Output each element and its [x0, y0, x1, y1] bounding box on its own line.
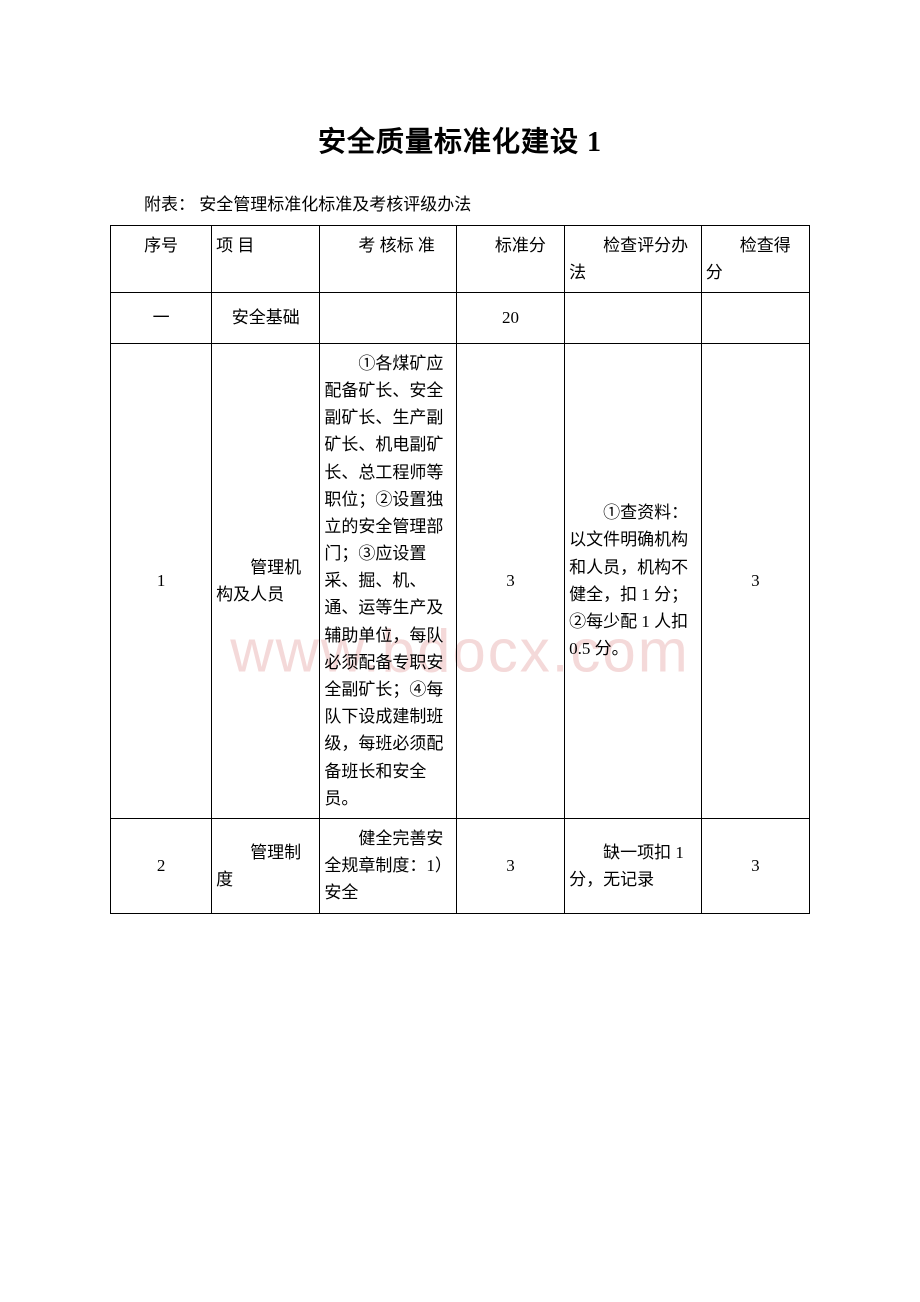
cell-standard: ①各煤矿应配备矿长、安全副矿长、生产副矿长、机电副矿长、总工程师等职位；②设置独…: [320, 343, 457, 818]
table-row: 一 安全基础 20: [111, 293, 810, 343]
cell-method: ①查资料：以文件明确机构和人员，机构不健全，扣 1 分；②每少配 1 人扣 0.…: [565, 343, 702, 818]
document-page: 安全质量标准化建设 1 附表： 安全管理标准化标准及考核评级办法 序号 项 目 …: [0, 0, 920, 954]
header-seq: 序号: [111, 226, 212, 293]
assessment-table: 序号 项 目 考 核标 准 标准分 检查评分办法 检查得分 一 安全基础 20 …: [110, 225, 810, 914]
cell-got: [701, 293, 809, 343]
cell-method: [565, 293, 702, 343]
cell-standard: [320, 293, 457, 343]
cell-item: 管理制度: [212, 818, 320, 913]
cell-score: 3: [456, 818, 564, 913]
header-got: 检查得分: [701, 226, 809, 293]
cell-method: 缺一项扣 1 分，无记录: [565, 818, 702, 913]
cell-score: 3: [456, 343, 564, 818]
cell-score: 20: [456, 293, 564, 343]
cell-got: 3: [701, 343, 809, 818]
cell-got: 3: [701, 818, 809, 913]
table-row: 2 管理制度 健全完善安全规章制度：1）安全 3 缺一项扣 1 分，无记录 3: [111, 818, 810, 913]
header-standard: 考 核标 准: [320, 226, 457, 293]
table-row: 1 管理机构及人员 ①各煤矿应配备矿长、安全副矿长、生产副矿长、机电副矿长、总工…: [111, 343, 810, 818]
cell-seq: 一: [111, 293, 212, 343]
header-method: 检查评分办法: [565, 226, 702, 293]
header-item: 项 目: [212, 226, 320, 293]
cell-item: 安全基础: [212, 293, 320, 343]
cell-seq: 1: [111, 343, 212, 818]
header-score: 标准分: [456, 226, 564, 293]
cell-seq: 2: [111, 818, 212, 913]
attachment-subtitle: 附表： 安全管理标准化标准及考核评级办法: [110, 190, 810, 215]
cell-standard: 健全完善安全规章制度：1）安全: [320, 818, 457, 913]
table-header-row: 序号 项 目 考 核标 准 标准分 检查评分办法 检查得分: [111, 226, 810, 293]
page-title: 安全质量标准化建设 1: [110, 120, 810, 160]
cell-item: 管理机构及人员: [212, 343, 320, 818]
